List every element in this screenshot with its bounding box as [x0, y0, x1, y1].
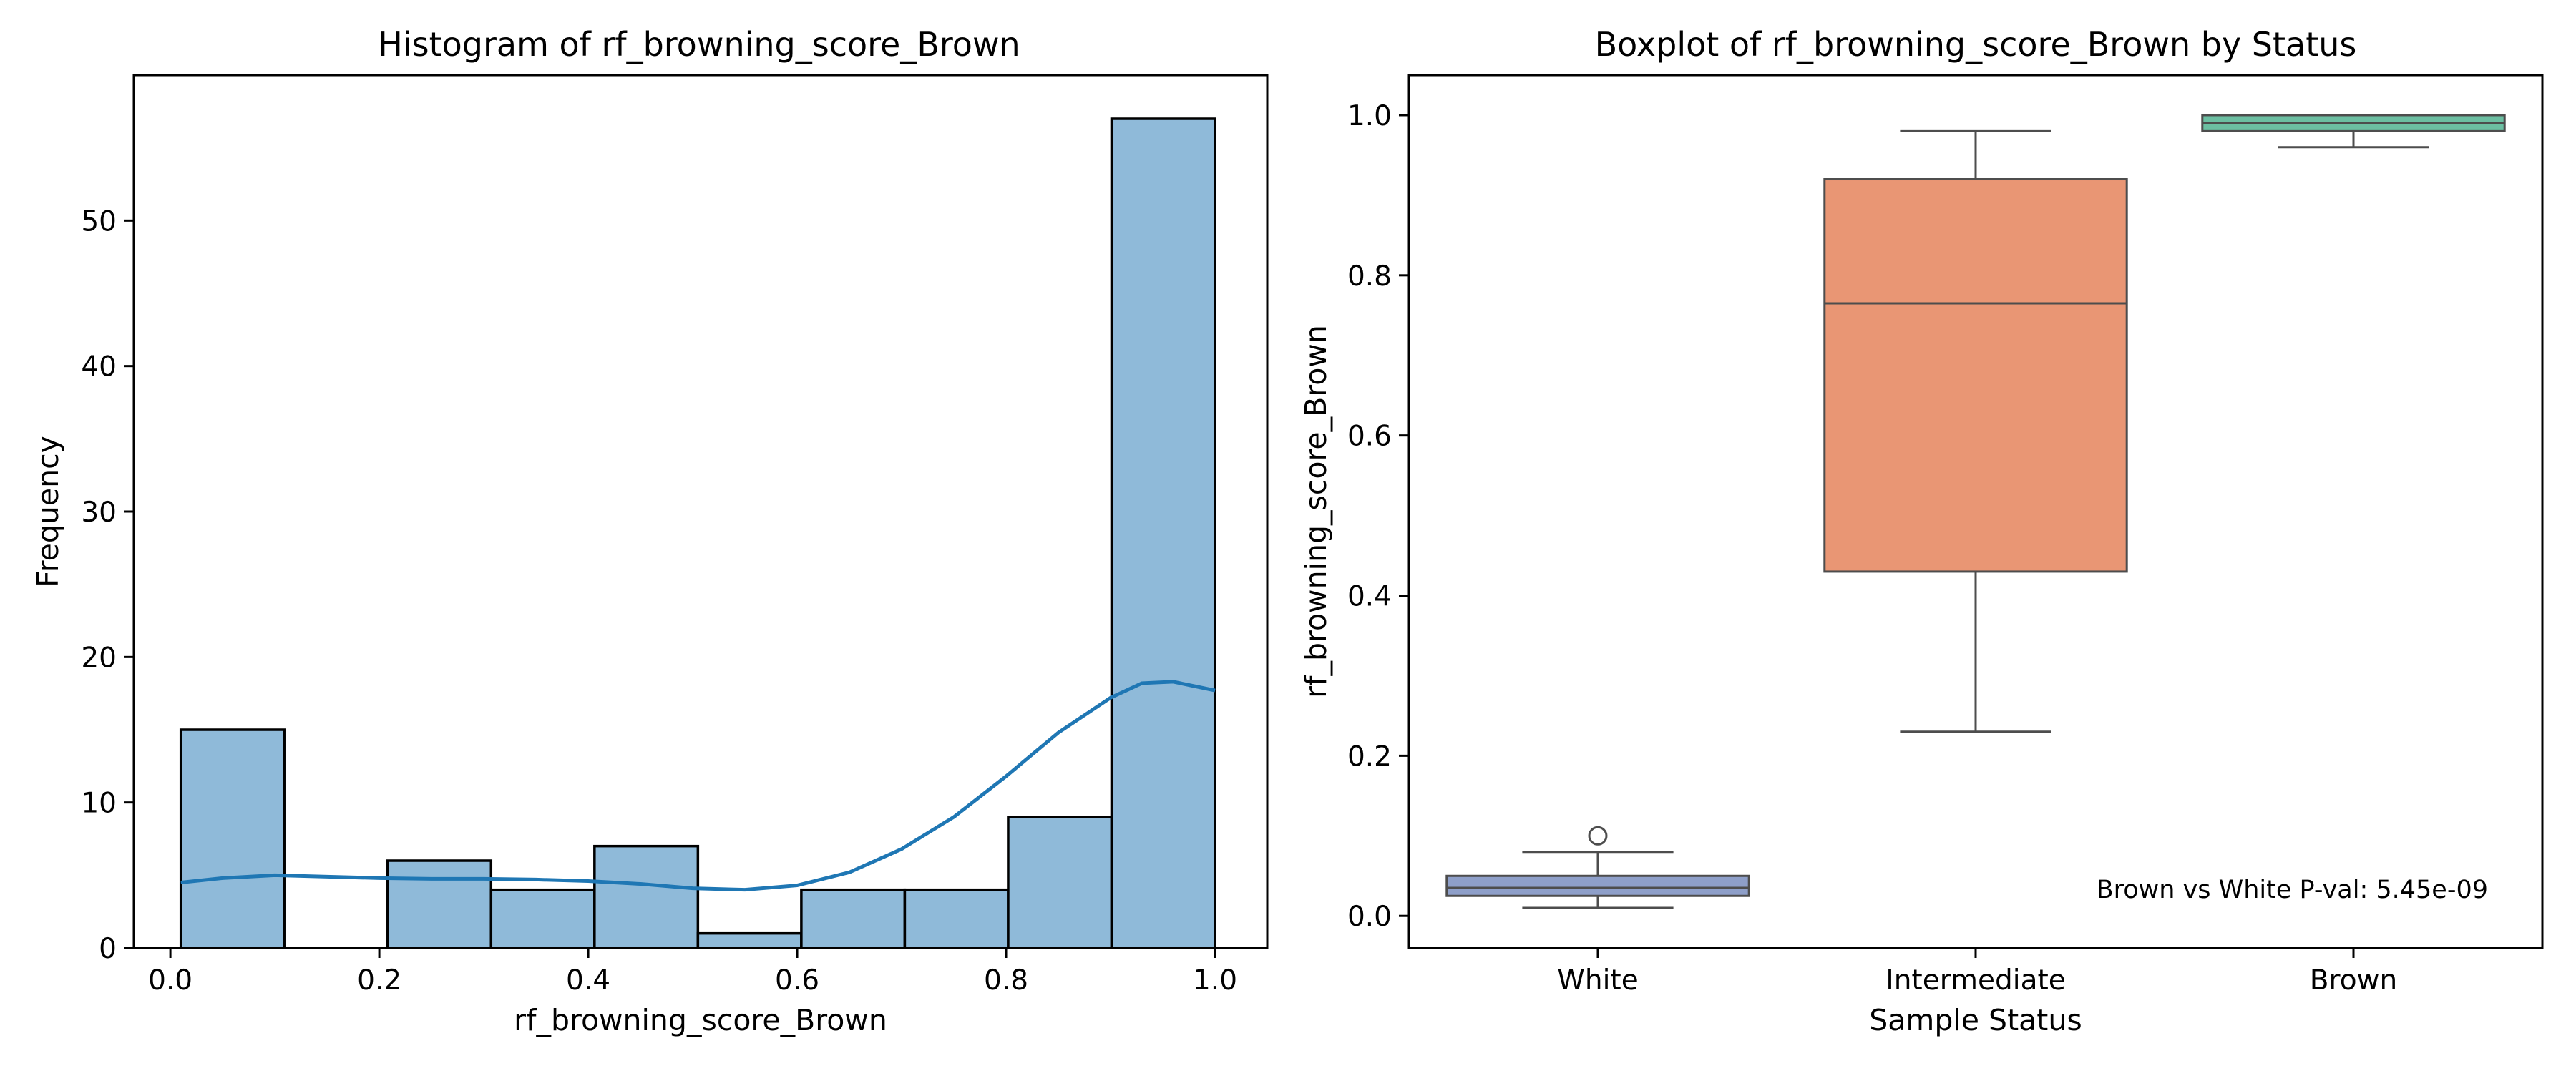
boxplot-panel: Boxplot of rf_browning_score_Brown by St…: [1299, 25, 2544, 1037]
histogram-bar: [800, 888, 907, 949]
x-tick-label: 1.0: [1193, 964, 1237, 997]
y-tick-label: 0.6: [1347, 421, 1392, 453]
histogram-y-ticks: 0 10 20 30 40 50: [81, 205, 134, 965]
y-tick-label: 50: [81, 205, 117, 238]
histogram-bar: [593, 844, 700, 949]
y-tick-label: 0.8: [1347, 260, 1392, 293]
histogram-title: Histogram of rf_browning_score_Brown: [378, 25, 1020, 64]
y-tick-label: 0.0: [1347, 901, 1392, 933]
x-tick-label: White: [1557, 964, 1638, 997]
x-tick-label: 0.6: [775, 964, 819, 997]
histogram-bar: [179, 728, 286, 949]
boxplot-x-label: Sample Status: [1869, 1003, 2082, 1037]
y-tick-label: 30: [81, 497, 117, 529]
boxplot-y-label: rf_browning_score_Brown: [1299, 325, 1333, 698]
histogram-y-label: Frequency: [31, 436, 65, 587]
x-tick-label: 0.2: [357, 964, 401, 997]
y-tick-label: 40: [81, 351, 117, 383]
x-tick-label: Intermediate: [1885, 964, 2066, 997]
boxplot-x-ticks: White Intermediate Brown: [1557, 948, 2397, 997]
histogram-bar: [386, 859, 493, 949]
y-tick-label: 20: [81, 642, 117, 674]
p-value-annotation: Brown vs White P-val: 5.45e-09: [2097, 876, 2488, 904]
boxplot-title: Boxplot of rf_browning_score_Brown by St…: [1595, 25, 2357, 64]
x-tick-label: 0.0: [148, 964, 192, 997]
x-tick-label: 0.8: [984, 964, 1028, 997]
boxplot-y-ticks: 0.0 0.2 0.4 0.6 0.8 1.0: [1347, 100, 1409, 933]
x-tick-label: Brown: [2310, 964, 2397, 997]
histogram-panel: Histogram of rf_browning_score_Brown 0.0…: [31, 25, 1269, 1037]
histogram-x-label: rf_browning_score_Brown: [514, 1003, 887, 1037]
y-tick-label: 0: [99, 933, 117, 965]
histogram-bar: [489, 888, 596, 949]
histogram-bar: [1110, 117, 1216, 949]
boxplot-boxes: [1445, 114, 2506, 909]
y-tick-label: 0.2: [1347, 740, 1392, 773]
histogram-bar: [1007, 816, 1113, 949]
histogram-bar: [903, 888, 1010, 949]
y-tick-label: 1.0: [1347, 100, 1392, 132]
y-tick-label: 10: [81, 788, 117, 820]
histogram-bar: [696, 931, 803, 949]
box: [1445, 874, 1750, 897]
histogram-bars: [179, 117, 1216, 949]
x-tick-label: 0.4: [566, 964, 610, 997]
kde-line: [180, 680, 1216, 892]
outlier-point: [1588, 826, 1608, 846]
histogram-x-ticks: 0.0 0.2 0.4 0.6 0.8 1.0: [148, 948, 1237, 997]
y-tick-label: 0.4: [1347, 581, 1392, 613]
box: [1823, 178, 2128, 573]
